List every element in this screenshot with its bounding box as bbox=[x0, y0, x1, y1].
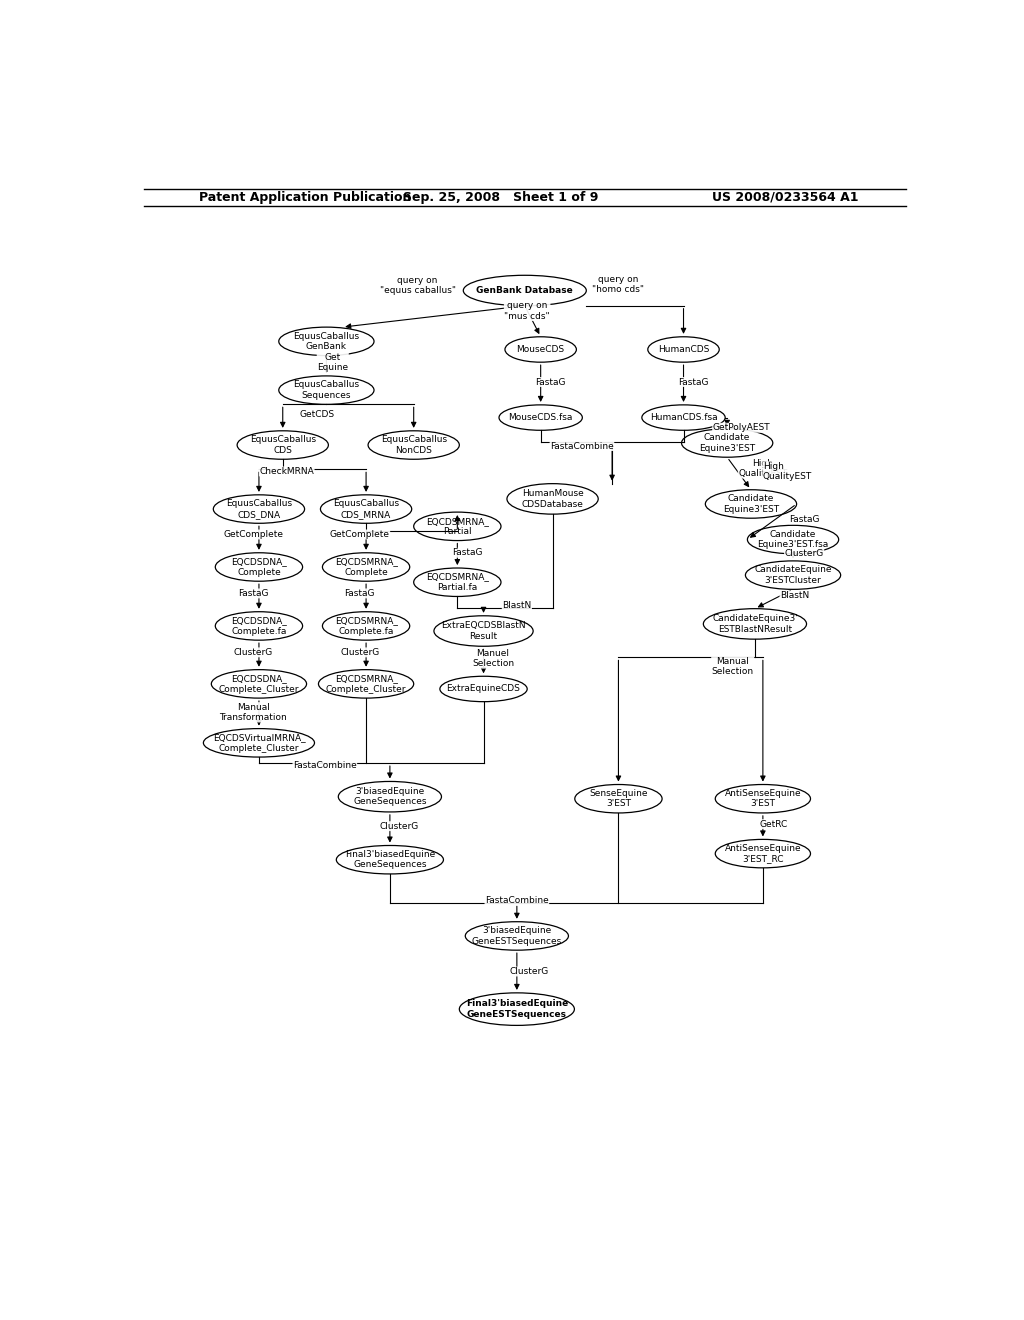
Text: ExtraEquineCDS: ExtraEquineCDS bbox=[446, 685, 520, 693]
Text: FastaCombine: FastaCombine bbox=[485, 896, 549, 906]
Text: Candidate
Equine3'EST: Candidate Equine3'EST bbox=[699, 433, 756, 453]
Text: MouseCDS: MouseCDS bbox=[517, 345, 564, 354]
Text: High
QualityEST: High QualityEST bbox=[763, 462, 812, 482]
Text: EQCDSMRNA_
Partial: EQCDSMRNA_ Partial bbox=[426, 516, 488, 536]
Text: GenBank Database: GenBank Database bbox=[476, 286, 573, 296]
Text: FastaCombine: FastaCombine bbox=[550, 442, 613, 450]
Text: GetPolyAEST: GetPolyAEST bbox=[713, 424, 770, 432]
Text: EQCDSDNA_
Complete_Cluster: EQCDSDNA_ Complete_Cluster bbox=[219, 675, 299, 693]
Text: EQCDSDNA_
Complete.fa: EQCDSDNA_ Complete.fa bbox=[231, 616, 287, 636]
Text: CandidateEquine3'
ESTBlastNResult: CandidateEquine3' ESTBlastNResult bbox=[712, 614, 798, 634]
Text: FastaG: FastaG bbox=[535, 378, 565, 387]
Text: High
QualityEST: High QualityEST bbox=[738, 459, 787, 478]
Text: EquusCaballus
CDS_MRNA: EquusCaballus CDS_MRNA bbox=[333, 499, 399, 519]
Text: MouseCDS.fsa: MouseCDS.fsa bbox=[509, 413, 572, 422]
Text: Final3'biasedEquine
GeneESTSequences: Final3'biasedEquine GeneESTSequences bbox=[466, 999, 568, 1019]
Text: HumanCDS: HumanCDS bbox=[657, 345, 710, 354]
Text: GetRC: GetRC bbox=[760, 820, 788, 829]
Text: ClusterG: ClusterG bbox=[509, 968, 549, 975]
Text: EQCDSVirtualMRNA_
Complete_Cluster: EQCDSVirtualMRNA_ Complete_Cluster bbox=[213, 733, 305, 752]
Text: ExtraEQCDSBlastN
Result: ExtraEQCDSBlastN Result bbox=[441, 622, 526, 640]
Text: HumanMouse
CDSDatabase: HumanMouse CDSDatabase bbox=[521, 490, 584, 508]
Text: Get
Equine: Get Equine bbox=[317, 352, 348, 372]
Text: EQCDSMRNA_
Complete_Cluster: EQCDSMRNA_ Complete_Cluster bbox=[326, 675, 407, 693]
Text: GetCDS: GetCDS bbox=[299, 411, 335, 418]
Text: Sep. 25, 2008   Sheet 1 of 9: Sep. 25, 2008 Sheet 1 of 9 bbox=[403, 190, 599, 203]
Text: US 2008/0233564 A1: US 2008/0233564 A1 bbox=[712, 190, 858, 203]
Text: FastaG: FastaG bbox=[453, 548, 483, 557]
Text: SenseEquine
3'EST: SenseEquine 3'EST bbox=[589, 789, 648, 808]
Text: AntiSenseEquine
3'EST: AntiSenseEquine 3'EST bbox=[725, 789, 801, 808]
Text: ClusterG: ClusterG bbox=[340, 648, 379, 657]
Text: Manual
Transformation: Manual Transformation bbox=[219, 702, 288, 722]
Text: query on
"homo cds": query on "homo cds" bbox=[593, 275, 644, 294]
Text: ClusterG: ClusterG bbox=[380, 821, 419, 830]
Text: EquusCaballus
GenBank: EquusCaballus GenBank bbox=[293, 331, 359, 351]
Text: GetComplete: GetComplete bbox=[330, 529, 390, 539]
Text: ClusterG: ClusterG bbox=[784, 549, 823, 558]
Text: AntiSenseEquine
3'EST_RC: AntiSenseEquine 3'EST_RC bbox=[725, 843, 801, 863]
Text: Manual
Selection: Manual Selection bbox=[712, 657, 754, 676]
Text: Candidate
Equine3'EST.fsa: Candidate Equine3'EST.fsa bbox=[758, 529, 828, 549]
Text: HumanCDS.fsa: HumanCDS.fsa bbox=[649, 413, 718, 422]
Text: query on
"equus caballus": query on "equus caballus" bbox=[380, 276, 456, 296]
Text: FastaG: FastaG bbox=[678, 378, 709, 387]
Text: GetComplete: GetComplete bbox=[223, 529, 284, 539]
Text: EquusCaballus
NonCDS: EquusCaballus NonCDS bbox=[381, 436, 446, 454]
Text: BlastN: BlastN bbox=[780, 591, 809, 601]
Text: ClusterG: ClusterG bbox=[233, 648, 273, 657]
Text: EQCDSMRNA_
Complete.fa: EQCDSMRNA_ Complete.fa bbox=[335, 616, 397, 636]
Text: Patent Application Publication: Patent Application Publication bbox=[200, 190, 412, 203]
Text: EQCDSMRNA_
Complete: EQCDSMRNA_ Complete bbox=[335, 557, 397, 577]
Text: CandidateEquine
3'ESTCluster: CandidateEquine 3'ESTCluster bbox=[755, 565, 831, 585]
Text: EQCDSDNA_
Complete: EQCDSDNA_ Complete bbox=[231, 557, 287, 577]
Text: FastaCombine: FastaCombine bbox=[293, 760, 356, 770]
Text: EQCDSMRNA_
Partial.fa: EQCDSMRNA_ Partial.fa bbox=[426, 573, 488, 591]
Text: Candidate
Equine3'EST: Candidate Equine3'EST bbox=[723, 494, 779, 513]
Text: FastaG: FastaG bbox=[344, 589, 375, 598]
Text: Final3'biasedEquine
GeneSequences: Final3'biasedEquine GeneSequences bbox=[345, 850, 435, 870]
Text: EquusCaballus
CDS: EquusCaballus CDS bbox=[250, 436, 315, 454]
Text: FastaG: FastaG bbox=[788, 515, 819, 524]
Text: 3'biasedEquine
GeneSequences: 3'biasedEquine GeneSequences bbox=[353, 787, 427, 807]
Text: query on
"mus cds": query on "mus cds" bbox=[505, 301, 550, 321]
Text: FastaG: FastaG bbox=[239, 589, 268, 598]
Text: EquusCaballus
CDS_DNA: EquusCaballus CDS_DNA bbox=[226, 499, 292, 519]
Text: 3'biasedEquine
GeneESTSequences: 3'biasedEquine GeneESTSequences bbox=[472, 927, 562, 945]
Text: CheckMRNA: CheckMRNA bbox=[259, 467, 314, 477]
Text: EquusCaballus
Sequences: EquusCaballus Sequences bbox=[293, 380, 359, 400]
Text: Manuel
Selection: Manuel Selection bbox=[472, 648, 514, 668]
Text: BlastN: BlastN bbox=[502, 601, 531, 610]
